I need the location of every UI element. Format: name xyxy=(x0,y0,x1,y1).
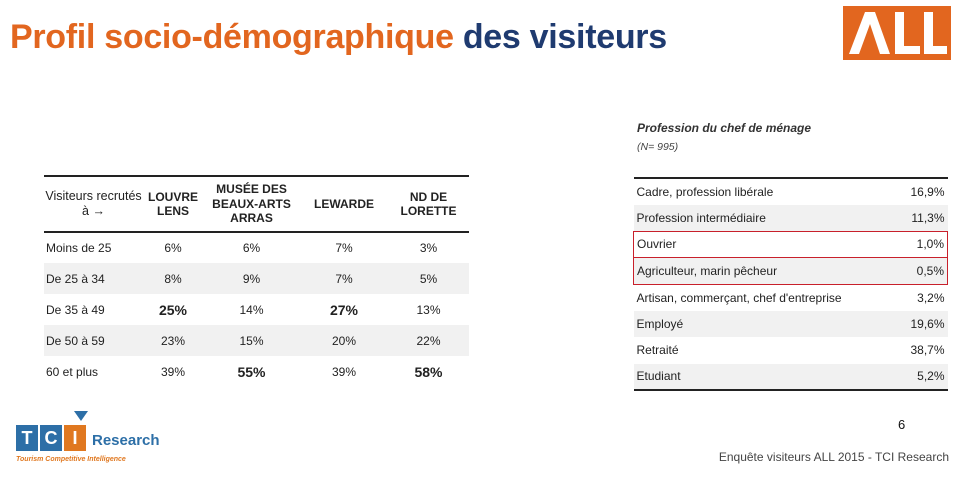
all-logo xyxy=(843,6,951,60)
footer-source: Enquête visiteurs ALL 2015 - TCI Researc… xyxy=(718,450,949,464)
table-cell: 39% xyxy=(331,364,357,379)
column-header: LOUVRE LENS xyxy=(143,175,203,233)
table-cell: 13% xyxy=(416,302,441,317)
page-title: Profil socio-démographique des visiteurs xyxy=(10,18,667,57)
visitors-age-table: Visiteurs recrutés à → LOUVRE LENS MUSÉE… xyxy=(44,175,469,387)
table-cell: 7% xyxy=(335,271,353,286)
row-value: 38,7% xyxy=(910,343,945,358)
tci-word: Research xyxy=(92,432,160,449)
table-cell: 39% xyxy=(160,364,186,379)
table-row: Moins de 25 6% 6% 7% 3% xyxy=(44,232,469,263)
triangle-marker-icon xyxy=(74,411,88,421)
table-row-highlighted: Ouvrier 1,0% xyxy=(633,230,948,258)
row-value: 5,2% xyxy=(917,369,945,384)
table-row: Employé 19,6% xyxy=(633,310,948,337)
row-label: Cadre, profession libérale xyxy=(636,184,774,199)
table-cell-emphasis: 25% xyxy=(158,301,188,318)
column-header: LEWARDE xyxy=(300,175,388,233)
header-label: Visiteurs recrutés à → xyxy=(44,175,143,233)
table-cell: 9% xyxy=(242,271,261,286)
row-label: Ouvrier xyxy=(633,230,881,258)
row-value: 0,5% xyxy=(881,257,948,285)
table-cell: 15% xyxy=(239,333,264,348)
table-row: 60 et plus 39% 55% 39% 58% xyxy=(44,356,469,387)
table-cell-emphasis: 27% xyxy=(329,301,359,318)
row-label: Employé xyxy=(636,316,684,331)
table-row: Profession intermédiaire 11,3% xyxy=(633,204,948,231)
table-cell-emphasis: 58% xyxy=(414,363,443,380)
row-label: 60 et plus xyxy=(46,364,99,379)
column-header: MUSÉE DES BEAUX-ARTS ARRAS xyxy=(203,175,300,233)
profession-table: Cadre, profession libérale 16,9% Profess… xyxy=(633,177,948,391)
table-row-highlighted: Agriculteur, marin pêcheur 0,5% xyxy=(633,257,948,285)
table-row: Etudiant 5,2% xyxy=(633,363,948,390)
table-header-row: Visiteurs recrutés à → LOUVRE LENS MUSÉE… xyxy=(44,175,469,233)
title-part-2: des visiteurs xyxy=(462,18,667,56)
table-cell: 22% xyxy=(416,333,441,348)
table-cell: 20% xyxy=(331,333,357,348)
column-header: ND DE LORETTE xyxy=(388,175,469,233)
tci-tagline: Tourism Competitive Intelligence xyxy=(16,456,126,463)
table-cell: 3% xyxy=(419,241,438,255)
row-label: Retraité xyxy=(636,343,679,358)
tci-research-logo: T C I Research Tourism Competitive Intel… xyxy=(16,411,166,471)
tci-letter: T xyxy=(16,425,38,451)
profession-title: Profession du chef de ménage xyxy=(637,121,812,135)
table-cell: 14% xyxy=(239,302,264,317)
title-part-1: Profil socio-démographique xyxy=(10,18,454,56)
row-label: De 25 à 34 xyxy=(46,271,105,286)
table-cell: 23% xyxy=(160,333,186,348)
table-cell: 6% xyxy=(164,241,182,255)
profession-sample-size: (N= 995) xyxy=(637,141,679,153)
table-cell: 8% xyxy=(164,271,182,286)
row-value: 1,0% xyxy=(881,230,948,258)
row-value: 3,2% xyxy=(917,290,945,305)
table-row: Cadre, profession libérale 16,9% xyxy=(633,178,948,205)
row-label: Moins de 25 xyxy=(46,241,112,255)
page-number: 6 xyxy=(898,417,906,432)
table-row: De 50 à 59 23% 15% 20% 22% xyxy=(44,325,469,356)
table-cell: 5% xyxy=(419,271,438,286)
table-cell-emphasis: 55% xyxy=(237,363,266,380)
table-row: Retraité 38,7% xyxy=(633,337,948,364)
row-label: De 35 à 49 xyxy=(46,302,105,317)
table-cell: 6% xyxy=(242,241,261,255)
row-value: 11,3% xyxy=(911,210,945,225)
row-label: Profession intermédiaire xyxy=(636,210,766,225)
row-label: De 50 à 59 xyxy=(46,333,105,348)
table-row: De 25 à 34 8% 9% 7% 5% xyxy=(44,263,469,294)
row-value: 19,6% xyxy=(910,316,945,331)
row-label: Etudiant xyxy=(636,369,681,384)
tci-letter: I xyxy=(64,425,86,451)
table-cell: 7% xyxy=(335,241,353,255)
table-row: De 35 à 49 25% 14% 27% 13% xyxy=(44,294,469,325)
row-label: Agriculteur, marin pêcheur xyxy=(633,257,881,285)
row-label: Artisan, commerçant, chef d'entreprise xyxy=(636,290,842,305)
row-value: 16,9% xyxy=(910,184,945,199)
table-row: Artisan, commerçant, chef d'entreprise 3… xyxy=(633,284,948,311)
tci-letter: C xyxy=(40,425,62,451)
